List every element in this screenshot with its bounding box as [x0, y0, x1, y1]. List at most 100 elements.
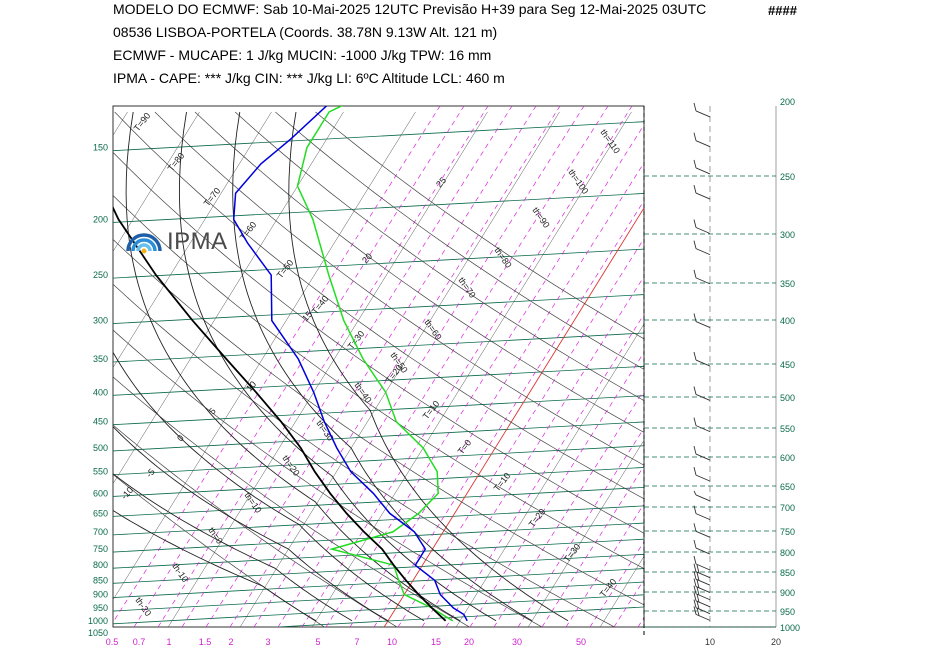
wind-speed-tick-label: 10	[705, 637, 715, 647]
moist-adiabat-line	[178, 111, 497, 622]
isotherm-line	[113, 111, 416, 601]
isobar-line	[113, 445, 644, 476]
wind-barb	[693, 269, 711, 285]
pressure-tick-label: 850	[93, 575, 108, 585]
wind-barb	[693, 599, 711, 615]
mixing-ratio-line	[277, 106, 609, 627]
wind-barb	[693, 606, 711, 621]
temperature-profile-line	[296, 106, 454, 622]
pressure-tick-label-right: 700	[780, 503, 795, 513]
isobar-line	[113, 467, 644, 497]
isobar-line	[113, 193, 644, 223]
mixing-ratio-line	[517, 427, 644, 627]
mixing-ratio-line	[445, 313, 644, 627]
mixing-ratio-line	[662, 106, 940, 627]
isotherm-line	[0, 112, 55, 633]
mixing-ratio-line	[541, 465, 644, 627]
wind-barb	[693, 490, 711, 502]
mixing-ratio-tick-label: 3	[265, 637, 270, 647]
dry-adiabat-line	[113, 238, 644, 606]
wind-barb	[693, 417, 711, 433]
mixing-ratio-line	[325, 124, 644, 627]
mixing-ratio-tick-label: 15	[431, 637, 441, 647]
isotherm-line	[812, 112, 940, 633]
pressure-tick-label-right: 850	[780, 568, 795, 578]
moist-adiabat-line	[113, 509, 317, 622]
isobar-line	[113, 121, 644, 152]
dry-adiabat-line	[113, 151, 644, 534]
mixing-ratio-axis: 0.5 0.7 1 1.5 2 3 5 7 10 15 20 30 50	[106, 637, 586, 647]
ipma-logo-text: IPMA	[167, 228, 228, 255]
isotherm-line	[113, 111, 272, 369]
wind-barb	[693, 563, 711, 579]
isotherm-line	[113, 111, 128, 136]
pressure-tick-label-right: 200	[780, 97, 795, 107]
mixing-ratio-tick-label: 0.5	[106, 637, 119, 647]
isobar-line	[270, 606, 644, 627]
pressure-tick-label-right: 400	[780, 316, 795, 326]
isotherm-line	[383, 207, 644, 627]
mixing-ratio-line	[613, 578, 644, 627]
mixing-ratio-tick-label: 7	[354, 637, 359, 647]
mixing-ratio-line	[421, 275, 644, 627]
wind-barb	[693, 585, 711, 601]
dry-adiabat-line	[154, 111, 644, 466]
isobar-line	[113, 421, 644, 452]
mixing-ratio-tick-label: 50	[576, 637, 586, 647]
wind-barb	[693, 592, 711, 608]
wind-barb	[693, 240, 711, 256]
pressure-tick-label: 650	[93, 508, 108, 518]
isotherm-grid	[0, 111, 940, 633]
pressure-tick-label: 550	[93, 467, 108, 477]
pressure-tick-label-right: 350	[780, 279, 795, 289]
isotherm-line	[599, 555, 644, 627]
pressure-tick-label-right: 650	[780, 482, 795, 492]
pressure-tick-label-right: 1000	[780, 623, 800, 633]
mixing-ratio-line	[493, 389, 644, 627]
pressure-tick-label-right: 500	[780, 393, 795, 403]
isobar-line	[113, 294, 644, 324]
ipma-indices: IPMA - CAPE: *** J/kg CIN: *** J/kg LI: …	[113, 70, 505, 86]
moist-adiabat-line	[113, 351, 425, 622]
isotherm-line	[668, 112, 940, 633]
wind-barb	[693, 445, 711, 461]
pressure-tick-label-right: 600	[780, 453, 795, 463]
pressure-tick-label: 600	[93, 488, 108, 498]
moist-adiabat-line	[113, 426, 389, 622]
moist-adiabat-line	[125, 111, 461, 622]
adiabat-grid	[113, 111, 644, 627]
wind-barb	[693, 539, 711, 555]
moist-adiabat-line	[232, 111, 533, 622]
pressure-tick-label: 450	[93, 417, 108, 427]
theta-e-label: 0	[175, 433, 186, 443]
pressure-tick-label-right: 550	[780, 424, 795, 434]
isobar-line	[113, 538, 644, 569]
wind-barb	[693, 351, 711, 367]
mixing-ratio-tick-label: 20	[464, 637, 474, 647]
mixing-ratio-grid	[113, 106, 940, 627]
ecmwf-indices: ECMWF - MUCAPE: 1 J/kg MUCIN: -1000 J/kg…	[113, 47, 492, 63]
theta-e-label: 15	[300, 309, 314, 323]
theta-e-label: 20	[360, 251, 374, 265]
mixing-ratio-line	[205, 106, 537, 627]
mixing-ratio-tick-label: 0.7	[133, 637, 146, 647]
dry-adiabat-line	[113, 283, 616, 627]
profiles	[113, 106, 468, 622]
mixing-ratio-tick-label: 5	[315, 637, 320, 647]
plot-frame	[112, 105, 645, 628]
model-run-title: MODELO DO ECMWF: Sab 10-Mai-2025 12UTC P…	[113, 1, 707, 17]
wind-barb	[693, 132, 711, 148]
wind-barb	[693, 159, 711, 175]
mixing-ratio-line	[133, 106, 465, 627]
wind-barb	[693, 505, 711, 521]
pressure-tick-label: 250	[93, 270, 108, 280]
dewpoint-profile-line	[232, 106, 468, 622]
dry-adiabat-line	[113, 424, 398, 627]
pressure-axis-left: 150 200 250 300 350 400 450 500 550 600 650 700 750 8…	[88, 143, 108, 638]
mixing-ratio-tick-label: 2	[228, 637, 233, 647]
pressure-tick-label: 400	[93, 387, 108, 397]
pressure-tick-label-right: 300	[780, 230, 795, 240]
wind-barb	[693, 571, 711, 586]
theta-e-label: 5	[207, 406, 218, 416]
